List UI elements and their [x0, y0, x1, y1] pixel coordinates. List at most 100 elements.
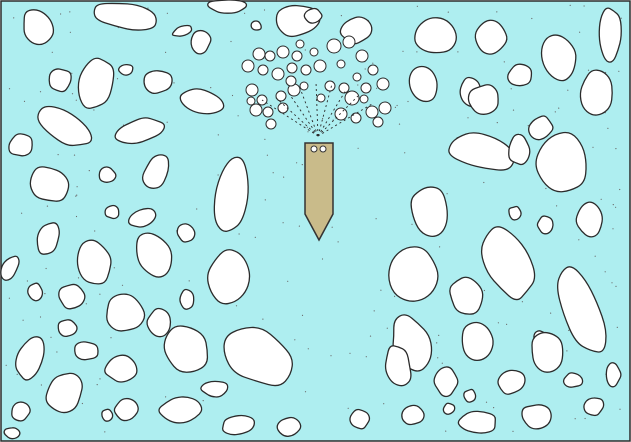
speck: [594, 255, 596, 257]
speck: [566, 350, 568, 352]
speck: [322, 117, 324, 120]
speck: [357, 84, 359, 86]
air-bubble: [352, 72, 362, 82]
ice-floe: [583, 397, 605, 417]
speck: [306, 126, 308, 128]
speck: [619, 408, 621, 410]
speck: [96, 384, 98, 386]
vessel-hull-icon: [304, 142, 334, 242]
speck: [23, 100, 26, 102]
speck: [620, 17, 622, 19]
speck: [411, 223, 413, 225]
speck: [607, 127, 609, 129]
ice-floe: [11, 401, 31, 422]
speck: [446, 193, 448, 195]
speck: [612, 228, 614, 230]
air-bubble: [359, 94, 369, 104]
speck: [5, 364, 7, 366]
speck: [210, 87, 212, 89]
ice-floe: [36, 222, 60, 255]
speck: [116, 78, 119, 80]
ice-floe: [535, 131, 587, 193]
air-bubble: [309, 47, 319, 57]
speck: [264, 138, 266, 140]
speck: [94, 230, 96, 232]
ice-floe: [213, 156, 249, 232]
ice-floe: [76, 239, 112, 285]
speck: [331, 226, 333, 228]
ice-floe: [605, 362, 622, 388]
ice-floe: [461, 321, 494, 362]
speck: [347, 407, 349, 409]
speck: [373, 310, 375, 312]
air-bubble: [245, 83, 259, 97]
speck: [618, 70, 620, 72]
speck: [56, 351, 58, 353]
speck: [578, 239, 580, 241]
bubbler-jet: [261, 99, 319, 137]
ice-floe: [143, 70, 173, 95]
ice-floe: [141, 154, 170, 189]
speck: [556, 205, 558, 207]
speck: [39, 91, 42, 93]
speck: [217, 174, 219, 176]
ice-floe: [101, 408, 114, 422]
speck: [483, 289, 485, 292]
speck: [568, 329, 570, 331]
air-bubble: [285, 75, 297, 87]
speck: [337, 241, 339, 243]
air-bubble: [264, 50, 276, 62]
speck: [50, 336, 52, 338]
ice-floe: [171, 24, 193, 37]
speck: [457, 51, 459, 53]
ice-floe: [575, 201, 603, 238]
air-bubble: [300, 64, 312, 76]
speck: [365, 356, 367, 358]
speck: [301, 164, 303, 166]
speck: [416, 5, 418, 7]
speck: [496, 11, 498, 13]
speck: [93, 109, 95, 111]
air-bubble: [338, 82, 350, 94]
speck: [554, 111, 556, 113]
air-bubble: [360, 82, 372, 94]
speck: [165, 51, 167, 54]
air-bubble: [350, 112, 362, 124]
ice-floe: [104, 204, 120, 220]
speck: [26, 280, 28, 282]
speck: [521, 301, 524, 303]
speck: [298, 225, 300, 227]
ice-floe: [207, 0, 248, 14]
ice-floe: [113, 397, 139, 422]
speck: [512, 109, 515, 111]
speck: [600, 198, 602, 200]
speck: [99, 378, 101, 380]
air-bubble: [275, 90, 287, 102]
speck: [558, 107, 560, 109]
ice-floe: [8, 133, 33, 157]
ice-floe: [104, 354, 138, 383]
ice-floe: [127, 207, 157, 228]
ice-floe: [98, 166, 117, 183]
speck: [369, 335, 372, 337]
speck: [231, 94, 234, 97]
speck: [45, 267, 47, 270]
speck: [375, 218, 377, 220]
speck: [545, 187, 547, 190]
ice-floe: [480, 226, 536, 301]
speck: [467, 117, 469, 119]
speck: [76, 186, 78, 188]
speck: [447, 11, 449, 13]
ice-floe: [207, 249, 251, 305]
ice-floe: [200, 380, 229, 398]
speck: [611, 282, 613, 284]
ice-floe: [93, 2, 157, 31]
speck: [407, 100, 409, 103]
speck: [71, 72, 73, 74]
air-bubble: [276, 45, 290, 59]
air-bubble: [336, 59, 346, 69]
speck: [383, 403, 385, 405]
speck: [262, 318, 264, 320]
ice-floe: [223, 326, 293, 387]
speck: [266, 154, 268, 156]
